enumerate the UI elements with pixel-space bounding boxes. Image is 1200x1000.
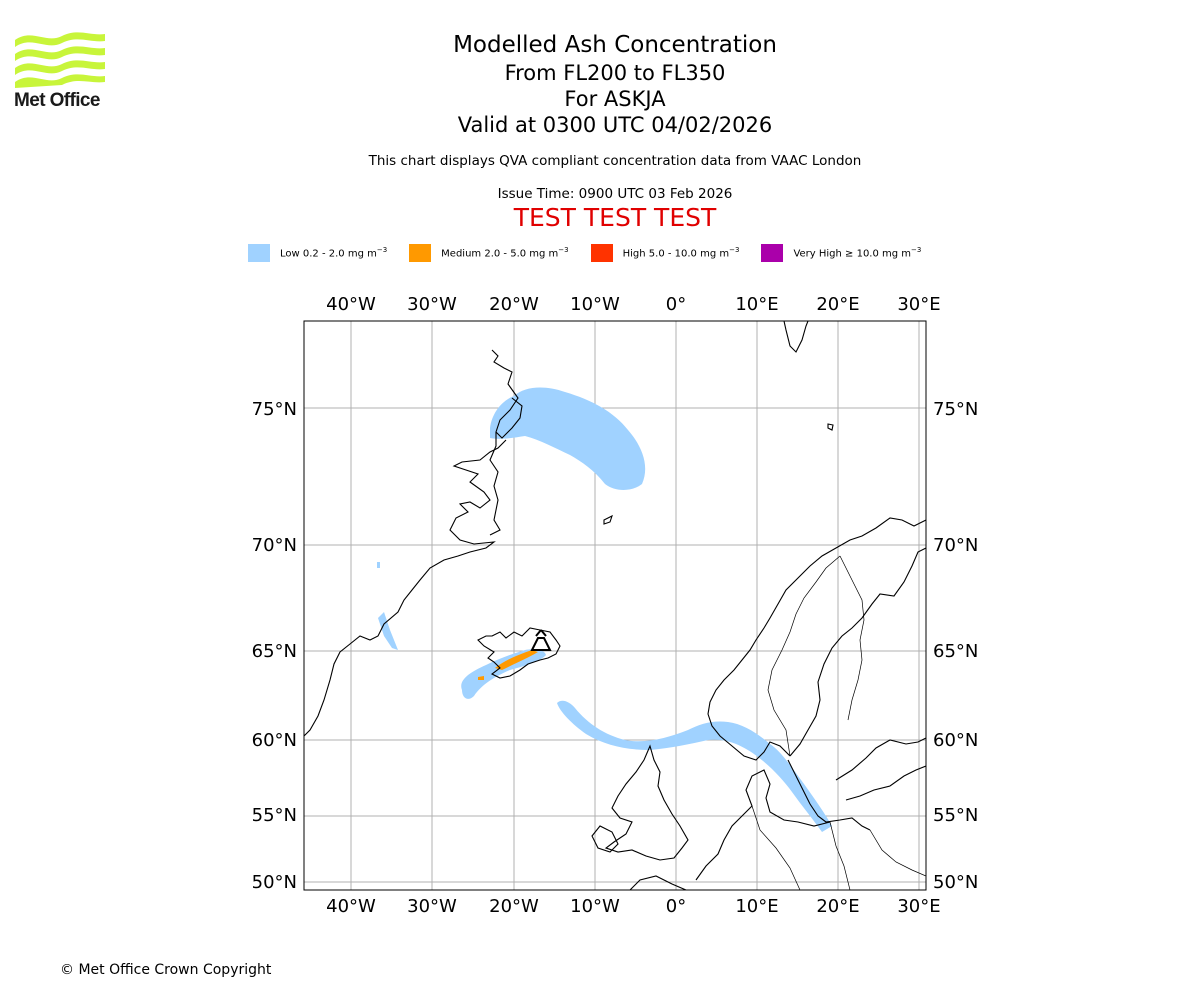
ash-medium-areas [478, 650, 538, 680]
lon-tick-top: 40°W [326, 294, 376, 315]
map-frame [303, 320, 927, 891]
ash-medium-speck [478, 676, 484, 680]
legend: Low 0.2 - 2.0 mg m−3 Medium 2.0 - 5.0 mg… [248, 243, 943, 263]
wave-logo-icon [15, 32, 105, 88]
coast-greenland [304, 349, 523, 737]
ash-low-areas [377, 387, 832, 832]
lat-tick-right: 75°N [933, 399, 978, 420]
lat-tick-right: 55°N [933, 805, 978, 826]
lon-tick-top: 10°W [570, 294, 620, 315]
ash-plume-north-sea [557, 700, 832, 832]
title-line-4: Valid at 0300 UTC 04/02/2026 [457, 113, 773, 137]
legend-swatch-high [590, 244, 613, 262]
logo-text: Met Office [14, 90, 100, 111]
legend-swatch-low [248, 244, 270, 262]
lon-tick-bottom: 20°E [816, 896, 859, 917]
issue-time: Issue Time: 0900 UTC 03 Feb 2026 [497, 186, 733, 202]
legend-swatch-medium [409, 244, 432, 262]
legend-item-high: High 5.0 - 10.0 mg m−3 [590, 244, 740, 262]
lon-tick-bottom: 0° [666, 896, 686, 917]
lat-tick-right: 50°N [933, 872, 978, 893]
legend-swatch-very-high [761, 244, 784, 262]
lon-tick-top: 20°E [816, 294, 859, 315]
lat-tick-left: 60°N [252, 730, 297, 751]
lat-tick-left: 65°N [252, 641, 297, 662]
legend-label-high: High 5.0 - 10.0 mg m−3 [622, 246, 740, 260]
lat-tick-left: 55°N [252, 805, 297, 826]
legend-item-low: Low 0.2 - 2.0 mg m−3 [248, 244, 387, 262]
title-line-2: From FL200 to FL350 [504, 61, 726, 85]
lon-tick-bottom: 40°W [326, 896, 376, 917]
lon-tick-bottom: 30°E [897, 896, 940, 917]
lon-tick-top: 30°E [897, 294, 940, 315]
lon-tick-top: 20°W [489, 294, 539, 315]
lon-tick-bottom: 10°E [735, 896, 778, 917]
lon-tick-bottom: 10°W [570, 896, 620, 917]
ash-plume-greenland [490, 387, 646, 490]
lon-tick-top: 30°W [407, 294, 457, 315]
lat-tick-left: 75°N [252, 399, 297, 420]
lat-tick-left: 70°N [252, 535, 297, 556]
title-line-1: Modelled Ash Concentration [453, 32, 777, 58]
lon-tick-top: 10°E [735, 294, 778, 315]
coastlines [304, 321, 926, 890]
coast-iceland [477, 627, 561, 679]
coast-norway [707, 517, 926, 761]
volcano-icon [530, 629, 552, 651]
lon-tick-bottom: 20°W [489, 896, 539, 917]
lat-tick-right: 65°N [933, 641, 978, 662]
gridlines [304, 321, 926, 890]
test-banner: TEST TEST TEST [513, 203, 717, 232]
lon-tick-bottom: 30°W [407, 896, 457, 917]
legend-label-low: Low 0.2 - 2.0 mg m−3 [280, 246, 388, 260]
coast-jan-mayen [603, 514, 613, 525]
coast-baltic [787, 737, 926, 831]
coast-europe [629, 769, 831, 890]
ash-medium-iceland [495, 650, 538, 670]
title-line-3: For ASKJA [564, 87, 666, 111]
legend-item-very-high: Very High ≥ 10.0 mg m−3 [761, 244, 921, 262]
lat-tick-left: 50°N [252, 872, 297, 893]
coast-sweden-finland [789, 547, 926, 757]
chart-titles: Modelled Ash Concentration From FL200 to… [0, 30, 1200, 233]
lat-tick-right: 70°N [933, 535, 978, 556]
coast-borders [751, 555, 926, 890]
copyright: © Met Office Crown Copyright [60, 962, 272, 978]
coast-uk [591, 744, 689, 861]
ash-plume-greenland-coast [378, 612, 398, 650]
met-office-logo: Met Office [14, 30, 108, 112]
legend-item-medium: Medium 2.0 - 5.0 mg m−3 [409, 244, 569, 262]
coast-svalbard [783, 321, 834, 431]
ash-plume-iceland [461, 649, 546, 699]
subtitle: This chart displays QVA compliant concen… [368, 153, 862, 169]
lat-tick-right: 60°N [933, 730, 978, 751]
legend-label-very-high: Very High ≥ 10.0 mg m−3 [793, 246, 922, 260]
legend-label-medium: Medium 2.0 - 5.0 mg m−3 [441, 246, 569, 260]
lon-tick-top: 0° [666, 294, 686, 315]
ash-speck [377, 562, 380, 568]
